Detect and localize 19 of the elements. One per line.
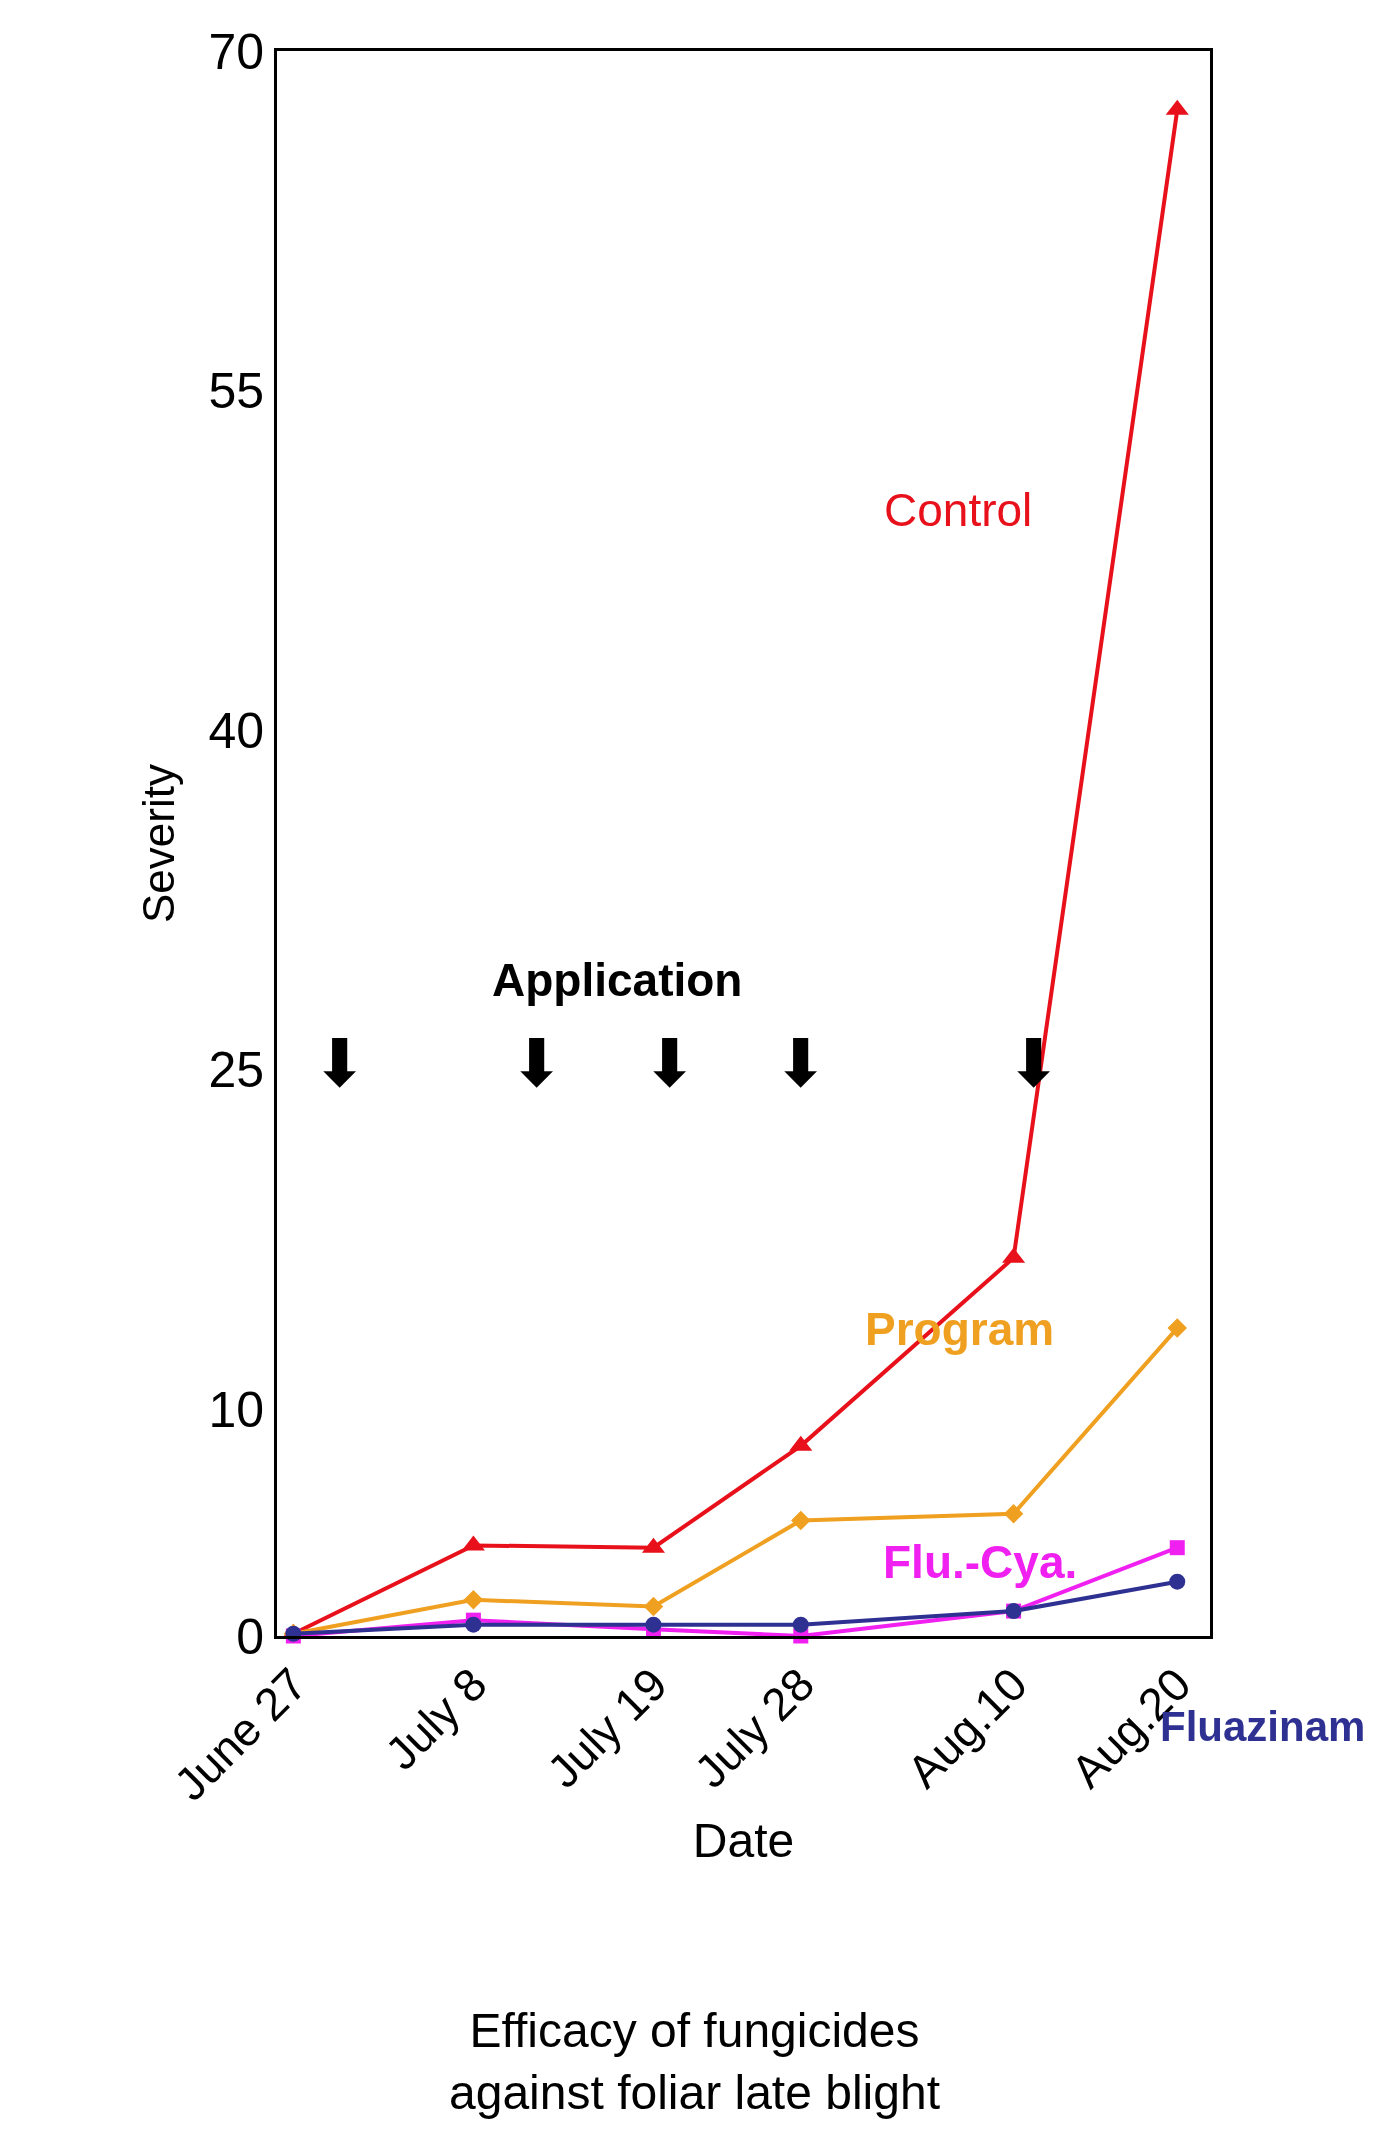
annotation: ⬇ [642,1025,698,1102]
series-label: Flu.-Cya. [883,1536,1078,1588]
x-tick-label: July 19 [536,1657,677,1798]
x-axis-title: Date [692,1814,795,1868]
annotation: ⬇ [509,1025,565,1102]
y-tick-label: 25 [208,1042,264,1099]
y-tick-label: 40 [208,702,264,759]
y-axis-title: Severity [134,764,184,923]
y-tick-label: 0 [236,1608,264,1665]
y-tick-label: 70 [208,23,264,80]
x-tick-label: July 8 [375,1657,497,1780]
annotation: Application [492,954,743,1006]
annotation: ⬇ [312,1025,368,1102]
text: Efficacy of fungicides against foliar late blight [449,2003,940,2119]
y-tick-label: 55 [208,363,264,420]
y-tick-label: 10 [208,1382,264,1439]
annotation: ⬇ [773,1025,829,1102]
series-label: Control [884,484,1033,536]
x-tick-label: July 28 [684,1657,825,1798]
